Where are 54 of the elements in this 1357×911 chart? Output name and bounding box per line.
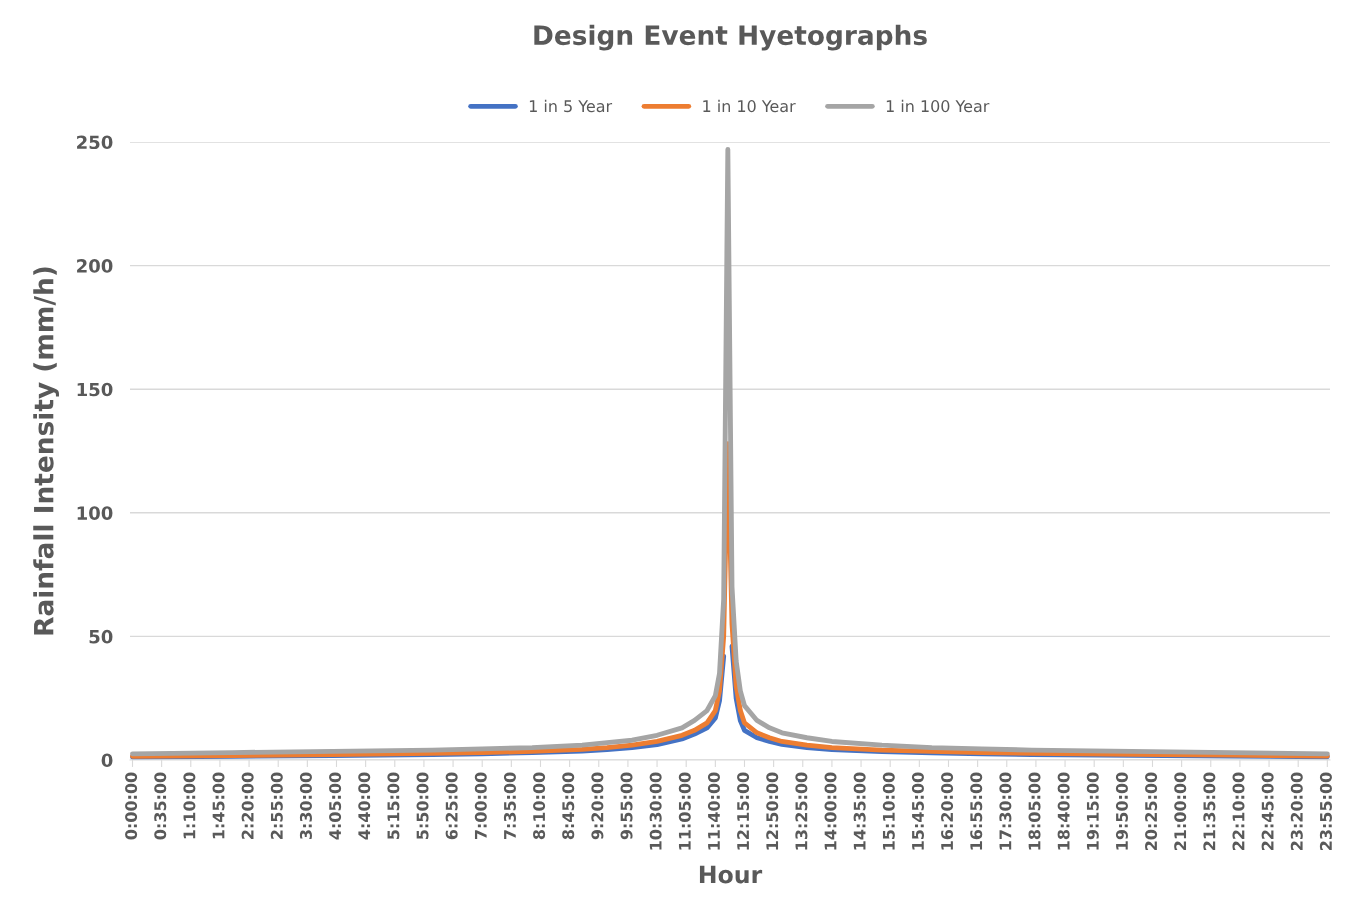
x-tick-label: 12:15:00 xyxy=(737,772,750,850)
x-tick-label: 8:10:00 xyxy=(533,772,546,840)
x-tick-label: 9:20:00 xyxy=(591,772,604,840)
x-tick-label: 5:50:00 xyxy=(416,772,429,839)
y-tick-label: 150 xyxy=(77,382,113,397)
legend-label: 1 in 5 Year xyxy=(529,99,613,113)
x-tick-label: 22:10:00 xyxy=(1232,772,1245,850)
x-tick-label: 7:00:00 xyxy=(474,772,487,840)
x-tick-label: 11:40:00 xyxy=(707,772,720,850)
x-tick-label: 5:15:00 xyxy=(387,772,400,839)
x-tick-label: 15:45:00 xyxy=(911,772,924,850)
x-tick-label: 8:45:00 xyxy=(562,772,575,840)
y-axis-title: Rainfall Intensity (mm/h) xyxy=(33,267,59,635)
x-tick-label: 16:55:00 xyxy=(970,772,983,850)
x-tick-label: 0:35:00 xyxy=(154,772,167,840)
chart-title: Design Event Hyetographs xyxy=(534,24,927,51)
x-tick-label: 9:55:00 xyxy=(620,772,633,840)
x-tick-label: 18:40:00 xyxy=(1057,772,1070,850)
x-tick-label: 10:30:00 xyxy=(649,772,662,850)
x-tick-label: 22:45:00 xyxy=(1261,772,1274,850)
x-tick-label: 19:50:00 xyxy=(1115,772,1128,850)
x-tick-label: 14:00:00 xyxy=(824,772,837,850)
x-tick-label: 2:55:00 xyxy=(270,772,283,839)
x-tick-label: 16:20:00 xyxy=(941,772,954,850)
x-tick-label: 4:05:00 xyxy=(329,772,342,840)
x-tick-label: 3:30:00 xyxy=(299,772,312,840)
x-tick-label: 12:50:00 xyxy=(766,772,779,850)
x-tick-label: 1:45:00 xyxy=(212,772,225,839)
x-tick-label: 0:00:00 xyxy=(125,772,138,840)
legend-label: 1 in 10 Year xyxy=(703,99,796,113)
x-axis-title: Hour xyxy=(699,865,763,884)
x-tick-label: 14:35:00 xyxy=(853,772,866,850)
x-tick-label: 6:25:00 xyxy=(445,772,458,840)
x-tick-label: 18:05:00 xyxy=(1028,772,1041,850)
x-tick-label: 21:35:00 xyxy=(1203,772,1216,850)
x-tick-label: 13:25:00 xyxy=(795,772,808,850)
x-tick-label: 1:10:00 xyxy=(183,772,196,839)
y-tick-label: 250 xyxy=(77,135,113,150)
x-tick-label: 17:30:00 xyxy=(999,772,1012,850)
x-tick-label: 4:40:00 xyxy=(358,772,371,840)
x-tick-label: 23:20:00 xyxy=(1290,772,1303,850)
x-tick-label: 15:10:00 xyxy=(882,772,895,850)
x-tick-label: 23:55:00 xyxy=(1319,772,1332,850)
y-tick-label: 200 xyxy=(77,259,113,273)
x-tick-label: 19:15:00 xyxy=(1086,772,1099,850)
x-tick-label: 2:20:00 xyxy=(241,772,254,839)
y-tick-label: 50 xyxy=(89,629,113,644)
x-tick-label: 11:05:00 xyxy=(678,772,691,850)
y-tick-label: 0 xyxy=(101,753,113,768)
y-tick-label: 100 xyxy=(77,506,113,520)
x-tick-label: 21:00:00 xyxy=(1174,772,1187,850)
x-tick-label: 7:35:00 xyxy=(503,772,516,840)
legend-label: 1 in 100 Year xyxy=(886,99,990,113)
x-tick-label: 20:25:00 xyxy=(1145,772,1158,850)
